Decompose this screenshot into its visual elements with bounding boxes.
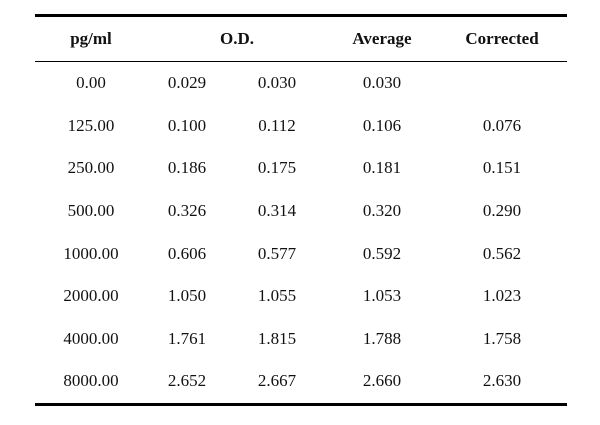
table-row: 1000.00 0.606 0.577 0.592 0.562 xyxy=(35,232,567,275)
cell-average: 0.181 xyxy=(362,158,402,178)
cell-od-1: 2.652 xyxy=(167,371,207,391)
cell-average: 0.592 xyxy=(362,243,402,263)
table-row: 250.00 0.186 0.175 0.181 0.151 xyxy=(35,147,567,190)
header-corrected: Corrected xyxy=(465,29,539,48)
header-rule xyxy=(35,61,567,62)
data-table-body: 0.00 0.029 0.030 0.030 125.00 0.100 0.11… xyxy=(35,62,567,403)
cell-average: 1.788 xyxy=(362,328,402,348)
cell-corrected: 2.630 xyxy=(482,371,522,391)
header-pg-ml: pg/ml xyxy=(70,29,112,48)
cell-average: 0.030 xyxy=(362,73,402,93)
cell-concentration: 2000.00 xyxy=(63,286,119,306)
cell-corrected: 0.076 xyxy=(482,115,522,135)
header-average: Average xyxy=(352,29,412,48)
cell-od-1: 0.606 xyxy=(167,243,207,263)
cell-od-2: 0.112 xyxy=(258,115,296,135)
table-row: 4000.00 1.761 1.815 1.788 1.758 xyxy=(35,318,567,361)
cell-concentration: 250.00 xyxy=(67,158,115,178)
cell-corrected: 0.562 xyxy=(482,243,522,263)
cell-concentration: 125.00 xyxy=(67,115,115,135)
header-od: O.D. xyxy=(220,29,254,48)
table-row: 2000.00 1.050 1.055 1.053 1.023 xyxy=(35,275,567,318)
cell-od-1: 1.050 xyxy=(167,286,207,306)
cell-concentration: 1000.00 xyxy=(63,243,119,263)
table-row: 0.00 0.029 0.030 0.030 xyxy=(35,62,567,105)
cell-od-2: 1.815 xyxy=(257,328,297,348)
cell-od-1: 0.186 xyxy=(167,158,207,178)
cell-od-1: 1.761 xyxy=(167,328,207,348)
table-row: 125.00 0.100 0.112 0.106 0.076 xyxy=(35,105,567,148)
cell-corrected: 1.758 xyxy=(482,328,522,348)
header-row: pg/ml O.D. Average Corrected xyxy=(35,17,567,61)
cell-od-2: 0.175 xyxy=(257,158,297,178)
cell-corrected xyxy=(437,62,567,105)
cell-od-1: 0.029 xyxy=(167,73,207,93)
table-top-rule xyxy=(35,14,567,17)
cell-od-1: 0.326 xyxy=(167,201,207,221)
cell-od-2: 0.577 xyxy=(257,243,297,263)
cell-concentration: 8000.00 xyxy=(63,371,119,391)
cell-average: 0.106 xyxy=(362,115,402,135)
cell-concentration: 4000.00 xyxy=(63,328,119,348)
table-bottom-rule xyxy=(35,402,567,406)
cell-od-2: 0.030 xyxy=(257,73,297,93)
cell-average: 2.660 xyxy=(362,371,402,391)
standard-curve-table: pg/ml O.D. Average Corrected 0.00 0.029 … xyxy=(35,14,567,406)
cell-corrected: 1.023 xyxy=(482,286,522,306)
cell-average: 1.053 xyxy=(362,286,402,306)
cell-corrected: 0.151 xyxy=(482,158,522,178)
cell-concentration: 0.00 xyxy=(76,73,106,93)
table-row: 8000.00 2.652 2.667 2.660 2.630 xyxy=(35,360,567,403)
cell-od-2: 1.055 xyxy=(257,286,297,306)
cell-od-1: 0.100 xyxy=(167,115,207,135)
cell-od-2: 2.667 xyxy=(257,371,297,391)
cell-average: 0.320 xyxy=(362,201,402,221)
cell-concentration: 500.00 xyxy=(67,201,115,221)
cell-od-2: 0.314 xyxy=(257,201,297,221)
data-table: pg/ml O.D. Average Corrected xyxy=(35,17,567,61)
table-row: 500.00 0.326 0.314 0.320 0.290 xyxy=(35,190,567,233)
cell-corrected: 0.290 xyxy=(482,201,522,221)
